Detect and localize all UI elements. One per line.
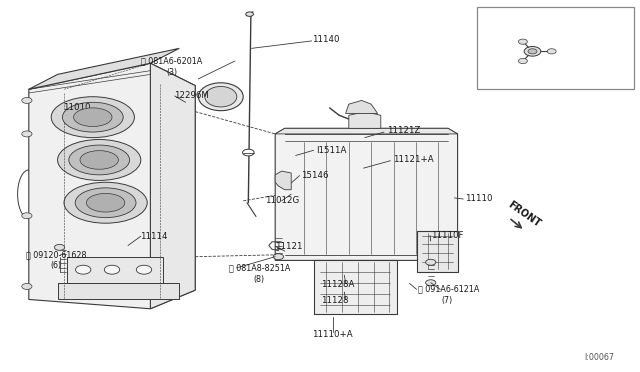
- Text: (6): (6): [51, 262, 61, 270]
- Text: 11121Z: 11121Z: [387, 126, 420, 135]
- Text: Ⓑ 091A6-6121A: Ⓑ 091A6-6121A: [418, 284, 479, 293]
- Text: 12121: 12121: [518, 16, 547, 25]
- Circle shape: [524, 46, 541, 56]
- Ellipse shape: [64, 182, 147, 223]
- Polygon shape: [346, 100, 378, 113]
- Text: 12296M: 12296M: [174, 92, 209, 100]
- Circle shape: [136, 265, 152, 274]
- Text: 11114: 11114: [140, 232, 167, 241]
- Ellipse shape: [69, 145, 129, 175]
- Ellipse shape: [80, 151, 118, 169]
- Circle shape: [22, 283, 32, 289]
- Text: 11012G: 11012G: [265, 196, 300, 205]
- Text: Ⓑ 081A8-8251A: Ⓑ 081A8-8251A: [229, 263, 291, 272]
- Circle shape: [426, 280, 436, 286]
- Text: 11121+A: 11121+A: [393, 155, 433, 164]
- Ellipse shape: [76, 188, 136, 218]
- Text: 11128A: 11128A: [321, 280, 355, 289]
- Polygon shape: [275, 128, 458, 260]
- Circle shape: [518, 39, 527, 44]
- Text: 11121: 11121: [275, 242, 303, 251]
- Text: 11110: 11110: [465, 194, 492, 203]
- Circle shape: [104, 265, 120, 274]
- Polygon shape: [29, 48, 179, 89]
- Polygon shape: [67, 257, 163, 283]
- Circle shape: [54, 244, 65, 250]
- Circle shape: [547, 49, 556, 54]
- Ellipse shape: [198, 83, 243, 111]
- Text: 11128: 11128: [321, 296, 349, 305]
- Circle shape: [22, 213, 32, 219]
- Text: 15146: 15146: [301, 171, 328, 180]
- Polygon shape: [150, 63, 195, 309]
- Ellipse shape: [205, 86, 237, 107]
- Text: 11140: 11140: [312, 35, 339, 44]
- Polygon shape: [29, 63, 195, 309]
- Circle shape: [22, 97, 32, 103]
- Text: 11010: 11010: [63, 103, 90, 112]
- Circle shape: [518, 58, 527, 64]
- Text: 12121: 12121: [519, 16, 546, 25]
- Circle shape: [426, 259, 436, 265]
- Circle shape: [243, 149, 254, 156]
- Text: Ⓑ 09120-61628: Ⓑ 09120-61628: [26, 250, 86, 259]
- Polygon shape: [349, 112, 381, 128]
- Circle shape: [246, 12, 253, 16]
- Text: FRONT: FRONT: [506, 199, 542, 229]
- Bar: [477, 7, 634, 89]
- Text: (8): (8): [253, 275, 264, 284]
- Text: (7): (7): [442, 296, 453, 305]
- Polygon shape: [275, 171, 291, 190]
- Text: I1511A: I1511A: [316, 146, 346, 155]
- Polygon shape: [314, 260, 397, 314]
- Text: Ⓑ 081A6-6201A: Ⓑ 081A6-6201A: [141, 57, 202, 65]
- Text: 11110F: 11110F: [431, 231, 464, 240]
- Text: (3): (3): [166, 68, 177, 77]
- Ellipse shape: [74, 108, 112, 126]
- Text: I:00067: I:00067: [584, 353, 614, 362]
- Polygon shape: [417, 231, 458, 272]
- Ellipse shape: [86, 193, 125, 212]
- Text: 11110+A: 11110+A: [312, 330, 353, 339]
- Circle shape: [528, 49, 537, 54]
- Circle shape: [76, 265, 91, 274]
- Polygon shape: [275, 128, 458, 134]
- Ellipse shape: [63, 102, 123, 132]
- Circle shape: [22, 131, 32, 137]
- Ellipse shape: [51, 97, 134, 138]
- Polygon shape: [58, 283, 179, 299]
- Ellipse shape: [58, 140, 141, 180]
- Circle shape: [273, 254, 284, 260]
